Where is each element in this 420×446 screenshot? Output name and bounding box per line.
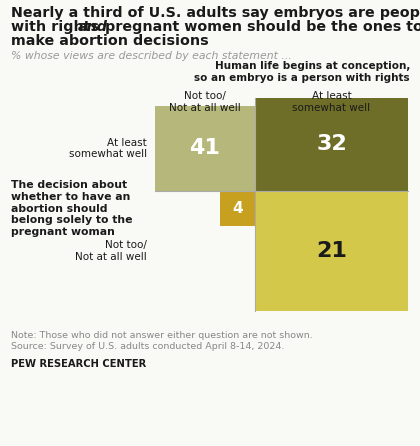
Text: % whose views are described by each statement ...: % whose views are described by each stat… [11, 51, 292, 61]
Text: pregnant women should be the ones to: pregnant women should be the ones to [100, 20, 420, 34]
Text: 4: 4 [232, 201, 243, 216]
Text: Nearly a third of U.S. adults say embryos are people: Nearly a third of U.S. adults say embryo… [11, 6, 420, 20]
Text: PEW RESEARCH CENTER: PEW RESEARCH CENTER [11, 359, 146, 369]
Text: 32: 32 [316, 135, 347, 154]
Bar [155, 106, 255, 191]
Text: At least
somewhat well: At least somewhat well [69, 138, 147, 159]
Text: At least
somewhat well: At least somewhat well [292, 91, 370, 112]
Text: with rights: with rights [11, 20, 104, 34]
Text: The decision about
whether to have an
abortion should
belong solely to the
pregn: The decision about whether to have an ab… [11, 180, 132, 237]
Text: 21: 21 [316, 241, 347, 261]
Text: and: and [78, 20, 108, 34]
Text: 41: 41 [189, 139, 221, 158]
Text: Human life begins at conception,
so an embryo is a person with rights: Human life begins at conception, so an e… [194, 61, 410, 83]
Text: make abortion decisions: make abortion decisions [11, 34, 209, 48]
Text: Source: Survey of U.S. adults conducted April 8-14, 2024.: Source: Survey of U.S. adults conducted … [11, 342, 284, 351]
Text: Note: Those who did not answer either question are not shown.: Note: Those who did not answer either qu… [11, 331, 313, 340]
Bar [255, 191, 408, 311]
Bar [255, 98, 408, 191]
Text: Not too/
Not at all well: Not too/ Not at all well [169, 91, 241, 112]
Bar [220, 191, 255, 226]
Text: Not too/
Not at all well: Not too/ Not at all well [75, 240, 147, 262]
